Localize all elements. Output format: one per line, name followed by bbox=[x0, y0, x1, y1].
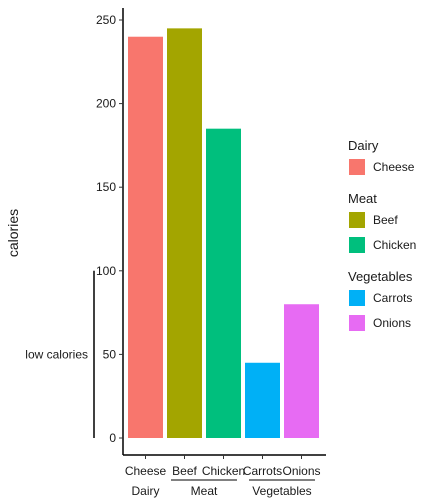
y-axis-title: calories bbox=[5, 209, 21, 257]
y-tick-label: 250 bbox=[96, 13, 116, 27]
x-tick-label-beef: Beef bbox=[172, 464, 197, 478]
annotation-label: low calories bbox=[25, 347, 88, 361]
legend-label-cheese: Cheese bbox=[373, 160, 415, 174]
legend-title-meat: Meat bbox=[348, 191, 377, 206]
y-axis-title-group: calories bbox=[5, 209, 21, 257]
legend-swatch-chicken bbox=[349, 237, 365, 253]
group-label-dairy: Dairy bbox=[131, 484, 159, 498]
x-tick-label-chicken: Chicken bbox=[202, 464, 245, 478]
y-tick-label: 0 bbox=[109, 431, 116, 445]
y-tick-label: 100 bbox=[96, 264, 116, 278]
bar-chicken bbox=[206, 128, 241, 438]
annotation-group: low calories bbox=[25, 270, 95, 438]
bar-beef bbox=[167, 28, 202, 439]
x-tick-label-onions: Onions bbox=[282, 464, 320, 478]
group-label-vegetables: Vegetables bbox=[252, 484, 311, 498]
y-tick-label: 50 bbox=[103, 347, 117, 361]
legend-title-vegetables: Vegetables bbox=[348, 269, 413, 284]
x-tick-label-carrots: Carrots bbox=[243, 464, 282, 478]
y-ticks-group: 0 50 100 150 200 250 bbox=[96, 13, 123, 445]
bars-group bbox=[128, 28, 319, 439]
y-tick-label: 200 bbox=[96, 97, 116, 111]
legend-swatch-beef bbox=[349, 212, 365, 228]
y-tick-label: 150 bbox=[96, 180, 116, 194]
legend-swatch-carrots bbox=[349, 290, 365, 306]
legend-label-chicken: Chicken bbox=[373, 238, 416, 252]
legend-swatch-onions bbox=[349, 315, 365, 331]
bar-cheese bbox=[128, 36, 163, 438]
bar-carrots bbox=[245, 362, 280, 438]
legend-label-onions: Onions bbox=[373, 316, 411, 330]
axes-group bbox=[122, 8, 326, 456]
legend-title-dairy: Dairy bbox=[348, 138, 379, 153]
legend-label-beef: Beef bbox=[373, 213, 398, 227]
x-tick-label-cheese: Cheese bbox=[125, 464, 167, 478]
x-groups-group: Dairy Meat Vegetables bbox=[131, 479, 315, 498]
legend-swatch-cheese bbox=[349, 159, 365, 175]
group-label-meat: Meat bbox=[191, 484, 218, 498]
legend-label-carrots: Carrots bbox=[373, 291, 412, 305]
legend: Dairy Cheese Meat Beef Chicken Vegetables Carr… bbox=[348, 138, 416, 331]
bar-onions bbox=[284, 304, 319, 438]
